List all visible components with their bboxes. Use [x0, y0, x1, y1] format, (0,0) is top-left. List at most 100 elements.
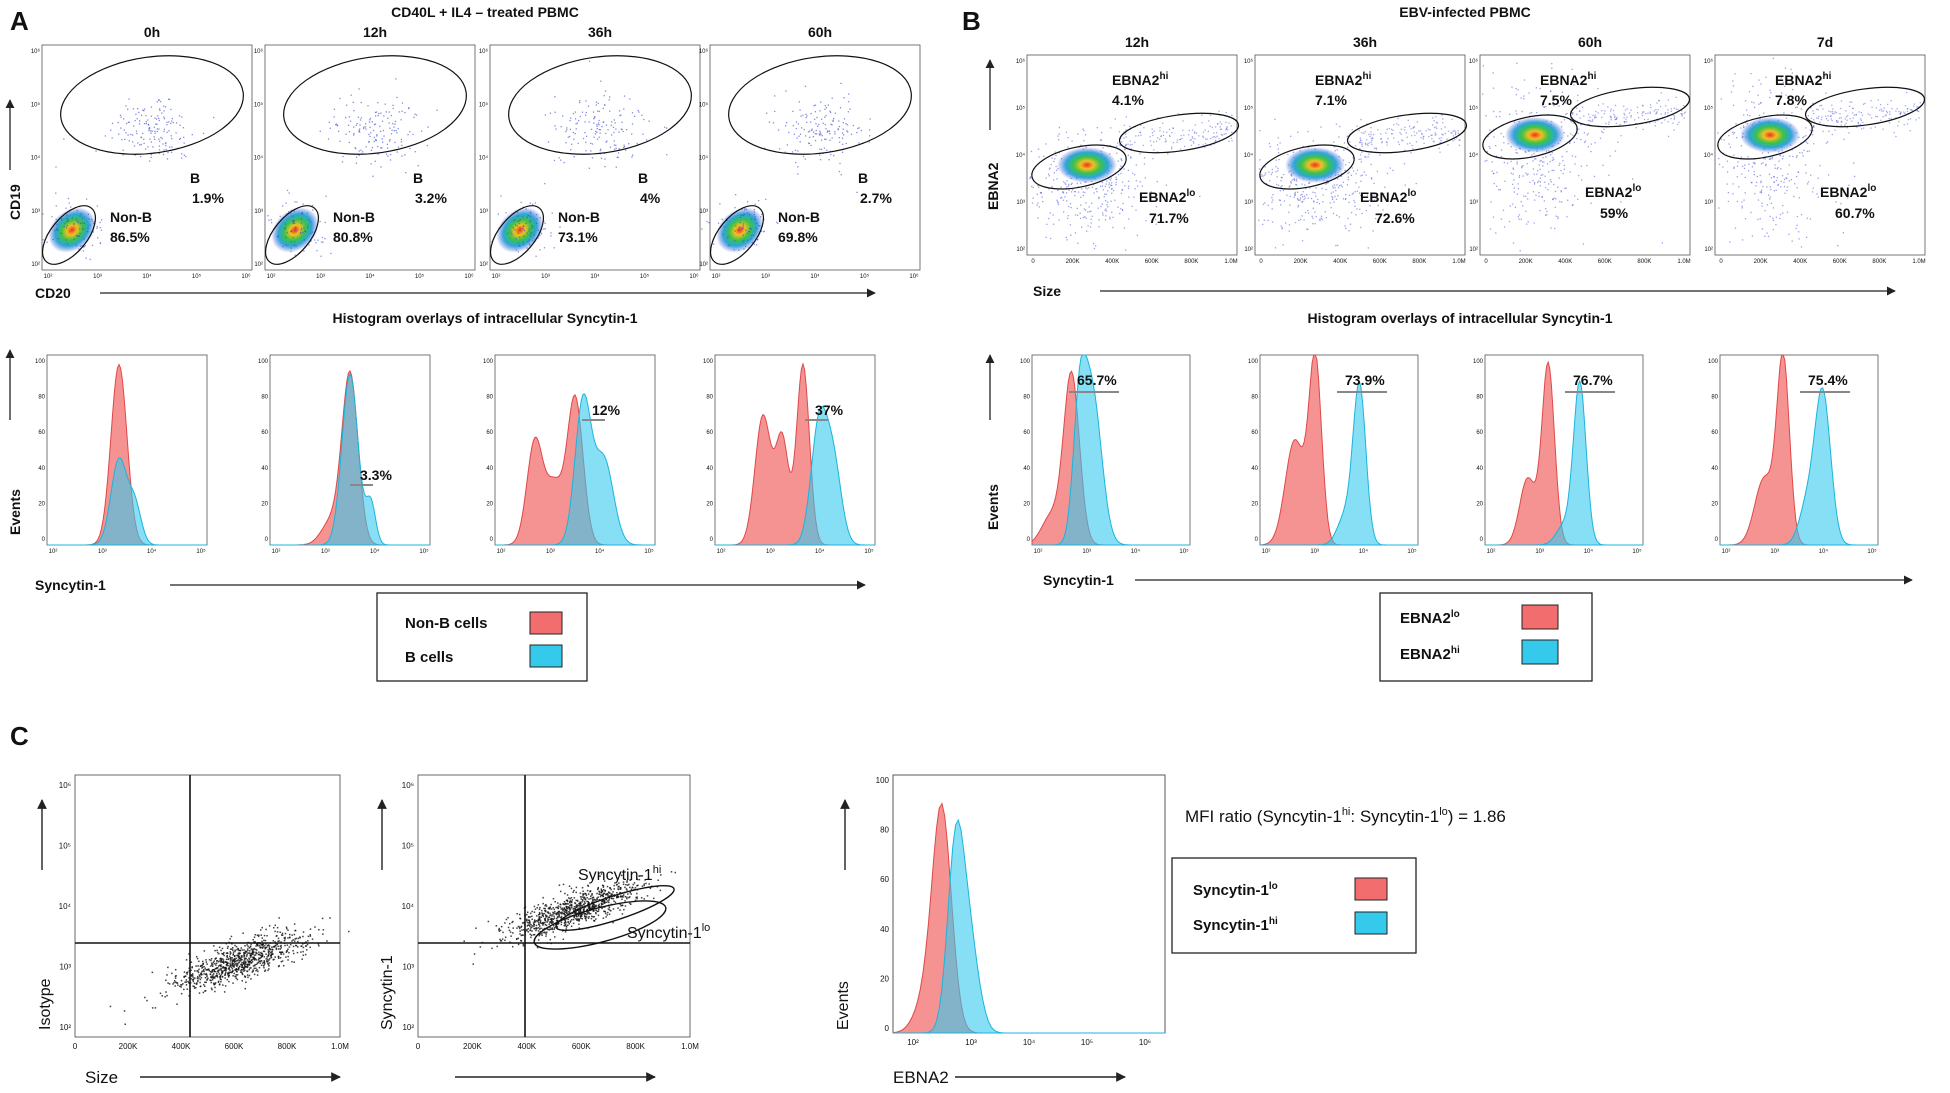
event-dot [808, 142, 810, 144]
y-tick-label: 20 [1251, 501, 1258, 507]
event-dot [522, 934, 524, 936]
event-dot [578, 919, 581, 921]
event-dot [1115, 176, 1117, 178]
event-dot [229, 953, 231, 955]
event-dot [1601, 130, 1603, 133]
event-dot [1626, 108, 1628, 110]
event-dot [76, 220, 78, 222]
event-dot [244, 952, 246, 955]
event-dot [1336, 149, 1338, 151]
event-dot [509, 931, 512, 933]
event-dot [648, 120, 650, 122]
event-dot [1818, 115, 1820, 118]
event-dot [243, 958, 246, 960]
event-dot [1447, 130, 1450, 132]
event-dot [221, 958, 224, 960]
event-dot [558, 922, 560, 925]
event-dot [643, 883, 645, 885]
event-dot [345, 104, 348, 106]
event-dot [1457, 132, 1459, 134]
event-dot [799, 109, 801, 111]
event-dot [292, 939, 294, 941]
event-dot [747, 239, 749, 241]
event-dot [547, 911, 549, 913]
event-dot [142, 109, 144, 111]
event-dot [213, 970, 216, 973]
event-dot [623, 908, 625, 911]
event-dot [385, 153, 388, 155]
x-tick-label: 10³ [761, 274, 770, 280]
event-dot [601, 884, 604, 887]
event-dot [300, 228, 303, 230]
event-dot [260, 956, 262, 959]
event-dot [1128, 218, 1130, 220]
event-dot [148, 126, 151, 129]
event-dot [1560, 121, 1563, 123]
event-dot [266, 962, 269, 965]
event-dot [559, 906, 562, 908]
event-dot [1334, 195, 1336, 198]
event-dot [1212, 136, 1214, 138]
event-dot [1307, 146, 1310, 148]
event-dot [87, 230, 89, 233]
x-tick-label: 200K [1066, 259, 1080, 265]
event-dot [1435, 126, 1437, 128]
event-dot [842, 121, 845, 124]
event-dot [1189, 139, 1192, 142]
event-dot [263, 944, 266, 947]
y-tick-label: 100 [1020, 359, 1031, 365]
event-dot [261, 952, 263, 955]
event-dot [1825, 92, 1827, 94]
event-dot [228, 971, 230, 974]
event-dot [588, 60, 591, 62]
event-dot [1510, 160, 1512, 163]
event-dot [1084, 191, 1086, 194]
event-dot [281, 934, 283, 936]
event-dot [1334, 150, 1336, 152]
event-dot [1542, 165, 1544, 167]
event-dot [1066, 239, 1068, 241]
event-dot [1574, 156, 1577, 158]
event-dot [721, 218, 723, 221]
event-dot [742, 234, 745, 236]
event-dot [1551, 159, 1554, 162]
event-dot [1454, 133, 1457, 136]
event-dot [174, 985, 176, 987]
event-dot [585, 141, 587, 144]
event-dot [840, 82, 842, 85]
event-dot [1432, 140, 1435, 142]
event-dot [577, 919, 579, 922]
event-dot [230, 942, 233, 944]
event-dot [204, 981, 206, 984]
event-dot [202, 132, 205, 135]
event-dot [248, 964, 251, 966]
event-dot [533, 927, 535, 930]
event-dot [322, 929, 325, 931]
event-dot [1516, 62, 1518, 64]
event-dot [198, 992, 201, 994]
event-dot [760, 230, 763, 232]
event-dot [1642, 111, 1644, 113]
event-dot [597, 888, 599, 891]
event-dot [259, 946, 261, 949]
event-dot [367, 141, 370, 143]
y-tick-label: 40 [38, 466, 45, 472]
event-dot [1737, 161, 1739, 163]
event-dot [1538, 192, 1540, 194]
event-dot [563, 908, 565, 911]
event-dot [226, 961, 228, 964]
event-dot [1301, 201, 1303, 203]
event-dot [1549, 90, 1552, 92]
event-dot [750, 218, 753, 220]
x-tick-label: 400K [1793, 259, 1807, 265]
event-dot [1375, 147, 1377, 149]
event-dot [1060, 186, 1062, 188]
event-dot [253, 947, 255, 950]
event-dot [1048, 188, 1050, 190]
event-dot [373, 140, 375, 143]
event-dot [1493, 136, 1495, 138]
event-dot [824, 108, 826, 110]
event-dot [1506, 162, 1509, 164]
event-dot [1602, 103, 1604, 105]
x-tick-label: 10³ [1310, 549, 1319, 555]
